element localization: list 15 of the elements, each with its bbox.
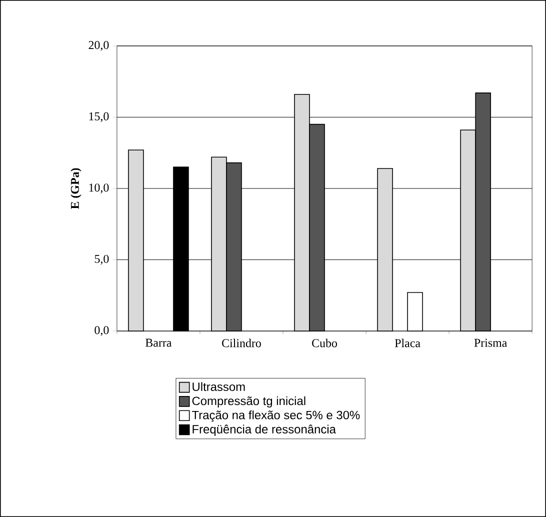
legend-label: Freqüência de ressonância <box>192 424 336 436</box>
legend-label: Ultrassom <box>192 382 245 391</box>
legend-label: Tração na flexão sec 5% e 30% <box>192 410 360 422</box>
x-tick-label: Placa <box>394 338 420 348</box>
x-tick-label: Prisma <box>474 338 508 347</box>
y-tick-label: 10,0 <box>89 184 109 194</box>
y-tick-label: 20,0 <box>88 41 109 51</box>
legend-label: Compressão tg inicial <box>192 396 306 408</box>
y-tick-label: 15,0 <box>89 112 109 122</box>
x-tick-label: Cubo <box>312 338 338 348</box>
y-axis-title: E (GPa) <box>70 168 82 210</box>
y-tick-label: 0,0 <box>94 326 109 336</box>
y-tick-label: 5,0 <box>94 254 109 265</box>
x-tick-label: Cilindro <box>222 338 261 348</box>
x-tick-label: Barra <box>146 338 172 347</box>
